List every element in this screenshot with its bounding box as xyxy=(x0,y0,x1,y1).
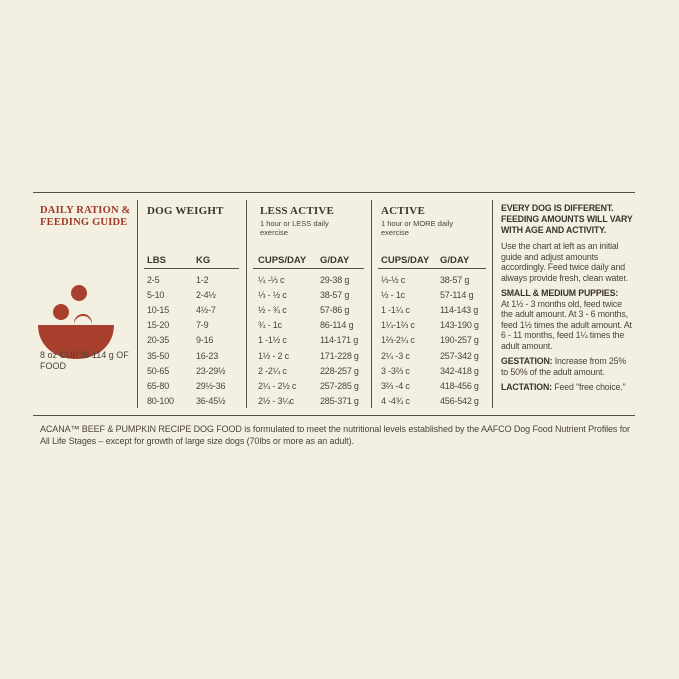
divider xyxy=(246,200,247,408)
cell: 29½-36 xyxy=(196,380,226,391)
cell: ⅓-½ c xyxy=(381,275,406,285)
text: Feed "free choice." xyxy=(554,382,626,392)
cell: 257-342 g xyxy=(440,350,479,361)
cell: 3⅔ -4 c xyxy=(381,380,410,391)
bowl-icon xyxy=(38,285,114,359)
cell: ¾ - 1c xyxy=(258,320,282,331)
cell: 1-2 xyxy=(196,275,209,285)
column-header: G/DAY xyxy=(320,255,350,266)
cell: 1¼-1⅔ c xyxy=(381,320,415,331)
cell: 2-4½ xyxy=(196,290,216,301)
cell: 114-171 g xyxy=(320,335,359,346)
group-title: LESS ACTIVE xyxy=(260,205,335,217)
cell: ¼ -⅓ c xyxy=(258,275,285,285)
cell: 35-50 xyxy=(147,350,170,361)
cell: ⅓ - ½ c xyxy=(258,290,287,301)
divider xyxy=(371,200,372,408)
cell: 80-100 xyxy=(147,395,174,406)
cell: 257-285 g xyxy=(320,380,359,391)
column-header: G/DAY xyxy=(440,255,470,266)
cell: 50-65 xyxy=(147,365,170,376)
column-header: LBS xyxy=(147,255,166,266)
group-title: DOG WEIGHT xyxy=(147,205,224,217)
text: Increase from 25% to 50% of the adult am… xyxy=(501,356,627,377)
cell: 285-371 g xyxy=(320,395,359,406)
cell: 86-114 g xyxy=(320,320,354,331)
cell: 7-9 xyxy=(196,320,209,331)
cell: 342-418 g xyxy=(440,365,479,376)
cell: 1 -1½ c xyxy=(258,335,287,346)
group-subtitle: 1 hour or LESS daily exercise xyxy=(260,219,329,237)
cell: 5-10 xyxy=(147,290,165,301)
cell: 190-257 g xyxy=(440,335,479,346)
divider xyxy=(137,200,138,408)
cell: 171-228 g xyxy=(320,350,359,361)
cell: 1½ - 2 c xyxy=(258,350,289,361)
cell: 2 -2¼ c xyxy=(258,365,287,376)
cell: 143-190 g xyxy=(440,320,479,331)
column-header: KG xyxy=(196,255,211,266)
cell: 2½ - 3¼c xyxy=(258,395,294,406)
cell: 65-80 xyxy=(147,380,170,391)
cell: 57-86 g xyxy=(320,305,350,316)
cell: ½ - ¾ c xyxy=(258,305,287,316)
column-header: CUPS/DAY xyxy=(381,255,430,266)
cell: 38-57 g xyxy=(320,290,350,301)
guide-title: DAILY RATION & FEEDING GUIDE xyxy=(40,205,131,228)
cell: 2¼ -3 c xyxy=(381,350,410,361)
divider xyxy=(492,200,493,408)
cell: 418-456 g xyxy=(440,380,479,391)
cell: 15-20 xyxy=(147,320,170,331)
cell: 114-143 g xyxy=(440,305,479,316)
column-header: CUPS/DAY xyxy=(258,255,307,266)
cell: 4 -4¾ c xyxy=(381,395,410,406)
cell: 1⅔-2¼ c xyxy=(381,335,415,346)
cell: 23-29½ xyxy=(196,365,226,376)
cell: ½ - 1c xyxy=(381,290,405,301)
cell: 2-5 xyxy=(147,275,160,285)
notes-intro: Use the chart at left as an initial guid… xyxy=(501,241,628,283)
cell: 2¼ - 2½ c xyxy=(258,380,297,391)
cell: 16-23 xyxy=(196,350,219,361)
header-rule xyxy=(378,268,486,269)
header-rule xyxy=(144,268,239,269)
cup-note: 8 oz CUP IS 114 g OF FOOD xyxy=(40,350,129,371)
cell: 228-257 g xyxy=(320,365,359,376)
cell: 10-15 xyxy=(147,305,170,316)
label: GESTATION: xyxy=(501,356,553,366)
group-title: ACTIVE xyxy=(381,205,425,217)
text: At 1½ - 3 months old, feed twice the adu… xyxy=(501,298,632,351)
cell: 4½-7 xyxy=(196,305,216,316)
bottom-rule xyxy=(33,415,635,416)
cell: 20-35 xyxy=(147,335,170,346)
footnote: ACANA™ BEEF & PUMPKIN RECIPE DOG FOOD is… xyxy=(40,424,630,446)
group-subtitle: 1 hour or MORE daily exercise xyxy=(381,219,454,237)
header-rule xyxy=(253,268,364,269)
cell: 1 -1¼ c xyxy=(381,305,410,316)
label: LACTATION: xyxy=(501,382,552,392)
cell: 29-38 g xyxy=(320,275,350,285)
cell: 36-45½ xyxy=(196,395,226,406)
cell: 9-16 xyxy=(196,335,214,346)
top-rule xyxy=(33,192,635,193)
label: SMALL & MEDIUM PUPPIES: xyxy=(501,288,619,298)
cell: 3 -3⅔ c xyxy=(381,365,410,376)
notes-heading: EVERY DOG IS DIFFERENT. FEEDING AMOUNTS … xyxy=(501,203,633,235)
cell: 456-542 g xyxy=(440,395,479,406)
notes: EVERY DOG IS DIFFERENT. FEEDING AMOUNTS … xyxy=(501,203,635,393)
cell: 57-114 g xyxy=(440,290,474,301)
cell: 38-57 g xyxy=(440,275,470,285)
